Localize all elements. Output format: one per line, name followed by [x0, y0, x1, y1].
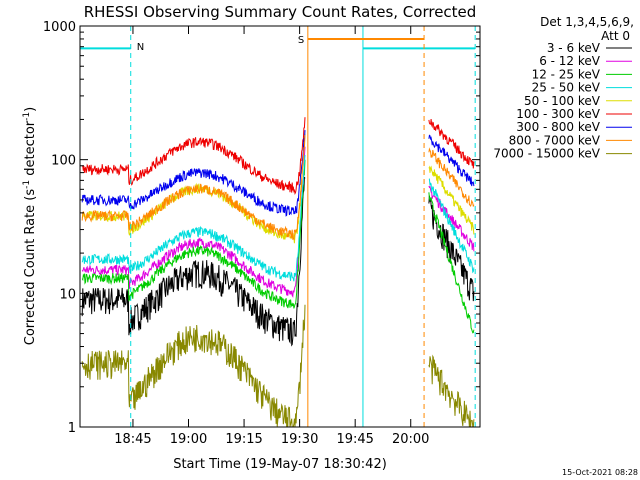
- series-line: [81, 176, 475, 347]
- legend-label: 25 - 50 keV: [532, 81, 601, 95]
- series-line: [81, 135, 475, 241]
- x-tick-label: 19:15: [225, 432, 262, 447]
- plot-frame: [79, 25, 481, 428]
- saa-label: S: [298, 35, 304, 46]
- x-tick-label: 18:45: [114, 432, 151, 447]
- x-tick-label: 19:30: [281, 432, 318, 447]
- y-tick-label: 100: [51, 154, 76, 169]
- legend-label: 7000 - 15000 keV: [493, 147, 600, 161]
- series-line: [81, 304, 475, 428]
- x-axis-label: Start Time (19-May-07 18:30:42): [173, 457, 387, 472]
- y-tick-label: 1: [68, 421, 76, 436]
- x-tick-label: 19:45: [336, 432, 373, 447]
- y-axis-label: Corrected Count Rate (s-1 detector-1): [22, 107, 38, 345]
- footer-timestamp: 15-Oct-2021 08:28: [562, 468, 638, 477]
- series-layer: [81, 117, 475, 428]
- y-tick-label: 1000: [43, 20, 76, 35]
- series-line: [81, 130, 475, 217]
- series-line: [81, 133, 475, 244]
- night-label: N: [137, 42, 144, 53]
- legend-label: 100 - 300 keV: [516, 107, 600, 121]
- series-line: [81, 146, 475, 298]
- legend-label: 50 - 100 keV: [524, 94, 601, 108]
- series-line: [81, 154, 475, 282]
- legend-label: 6 - 12 keV: [539, 54, 601, 68]
- series-line: [81, 159, 475, 334]
- legend-label: 300 - 800 keV: [516, 120, 600, 134]
- legend-label: 12 - 25 keV: [532, 67, 601, 81]
- x-axis: 18:45 19:00 19:15 19:30 19:45 20:00: [114, 26, 429, 447]
- legend-label: 800 - 7000 keV: [509, 133, 601, 147]
- legend-header-2: Att 0: [601, 29, 630, 43]
- x-tick-label: 20:00: [392, 432, 429, 447]
- annotation-layer: NS: [80, 26, 476, 427]
- y-tick-label: 10: [59, 287, 76, 302]
- y-axis: 1 10 100 1000: [43, 20, 480, 436]
- legend-label: 3 - 6 keV: [547, 41, 601, 55]
- chart-title: RHESSI Observing Summary Count Rates, Co…: [84, 3, 477, 21]
- legend-header-1: Det 1,3,4,5,6,9,: [540, 15, 634, 29]
- x-tick-label: 19:00: [170, 432, 207, 447]
- series-line: [81, 117, 475, 196]
